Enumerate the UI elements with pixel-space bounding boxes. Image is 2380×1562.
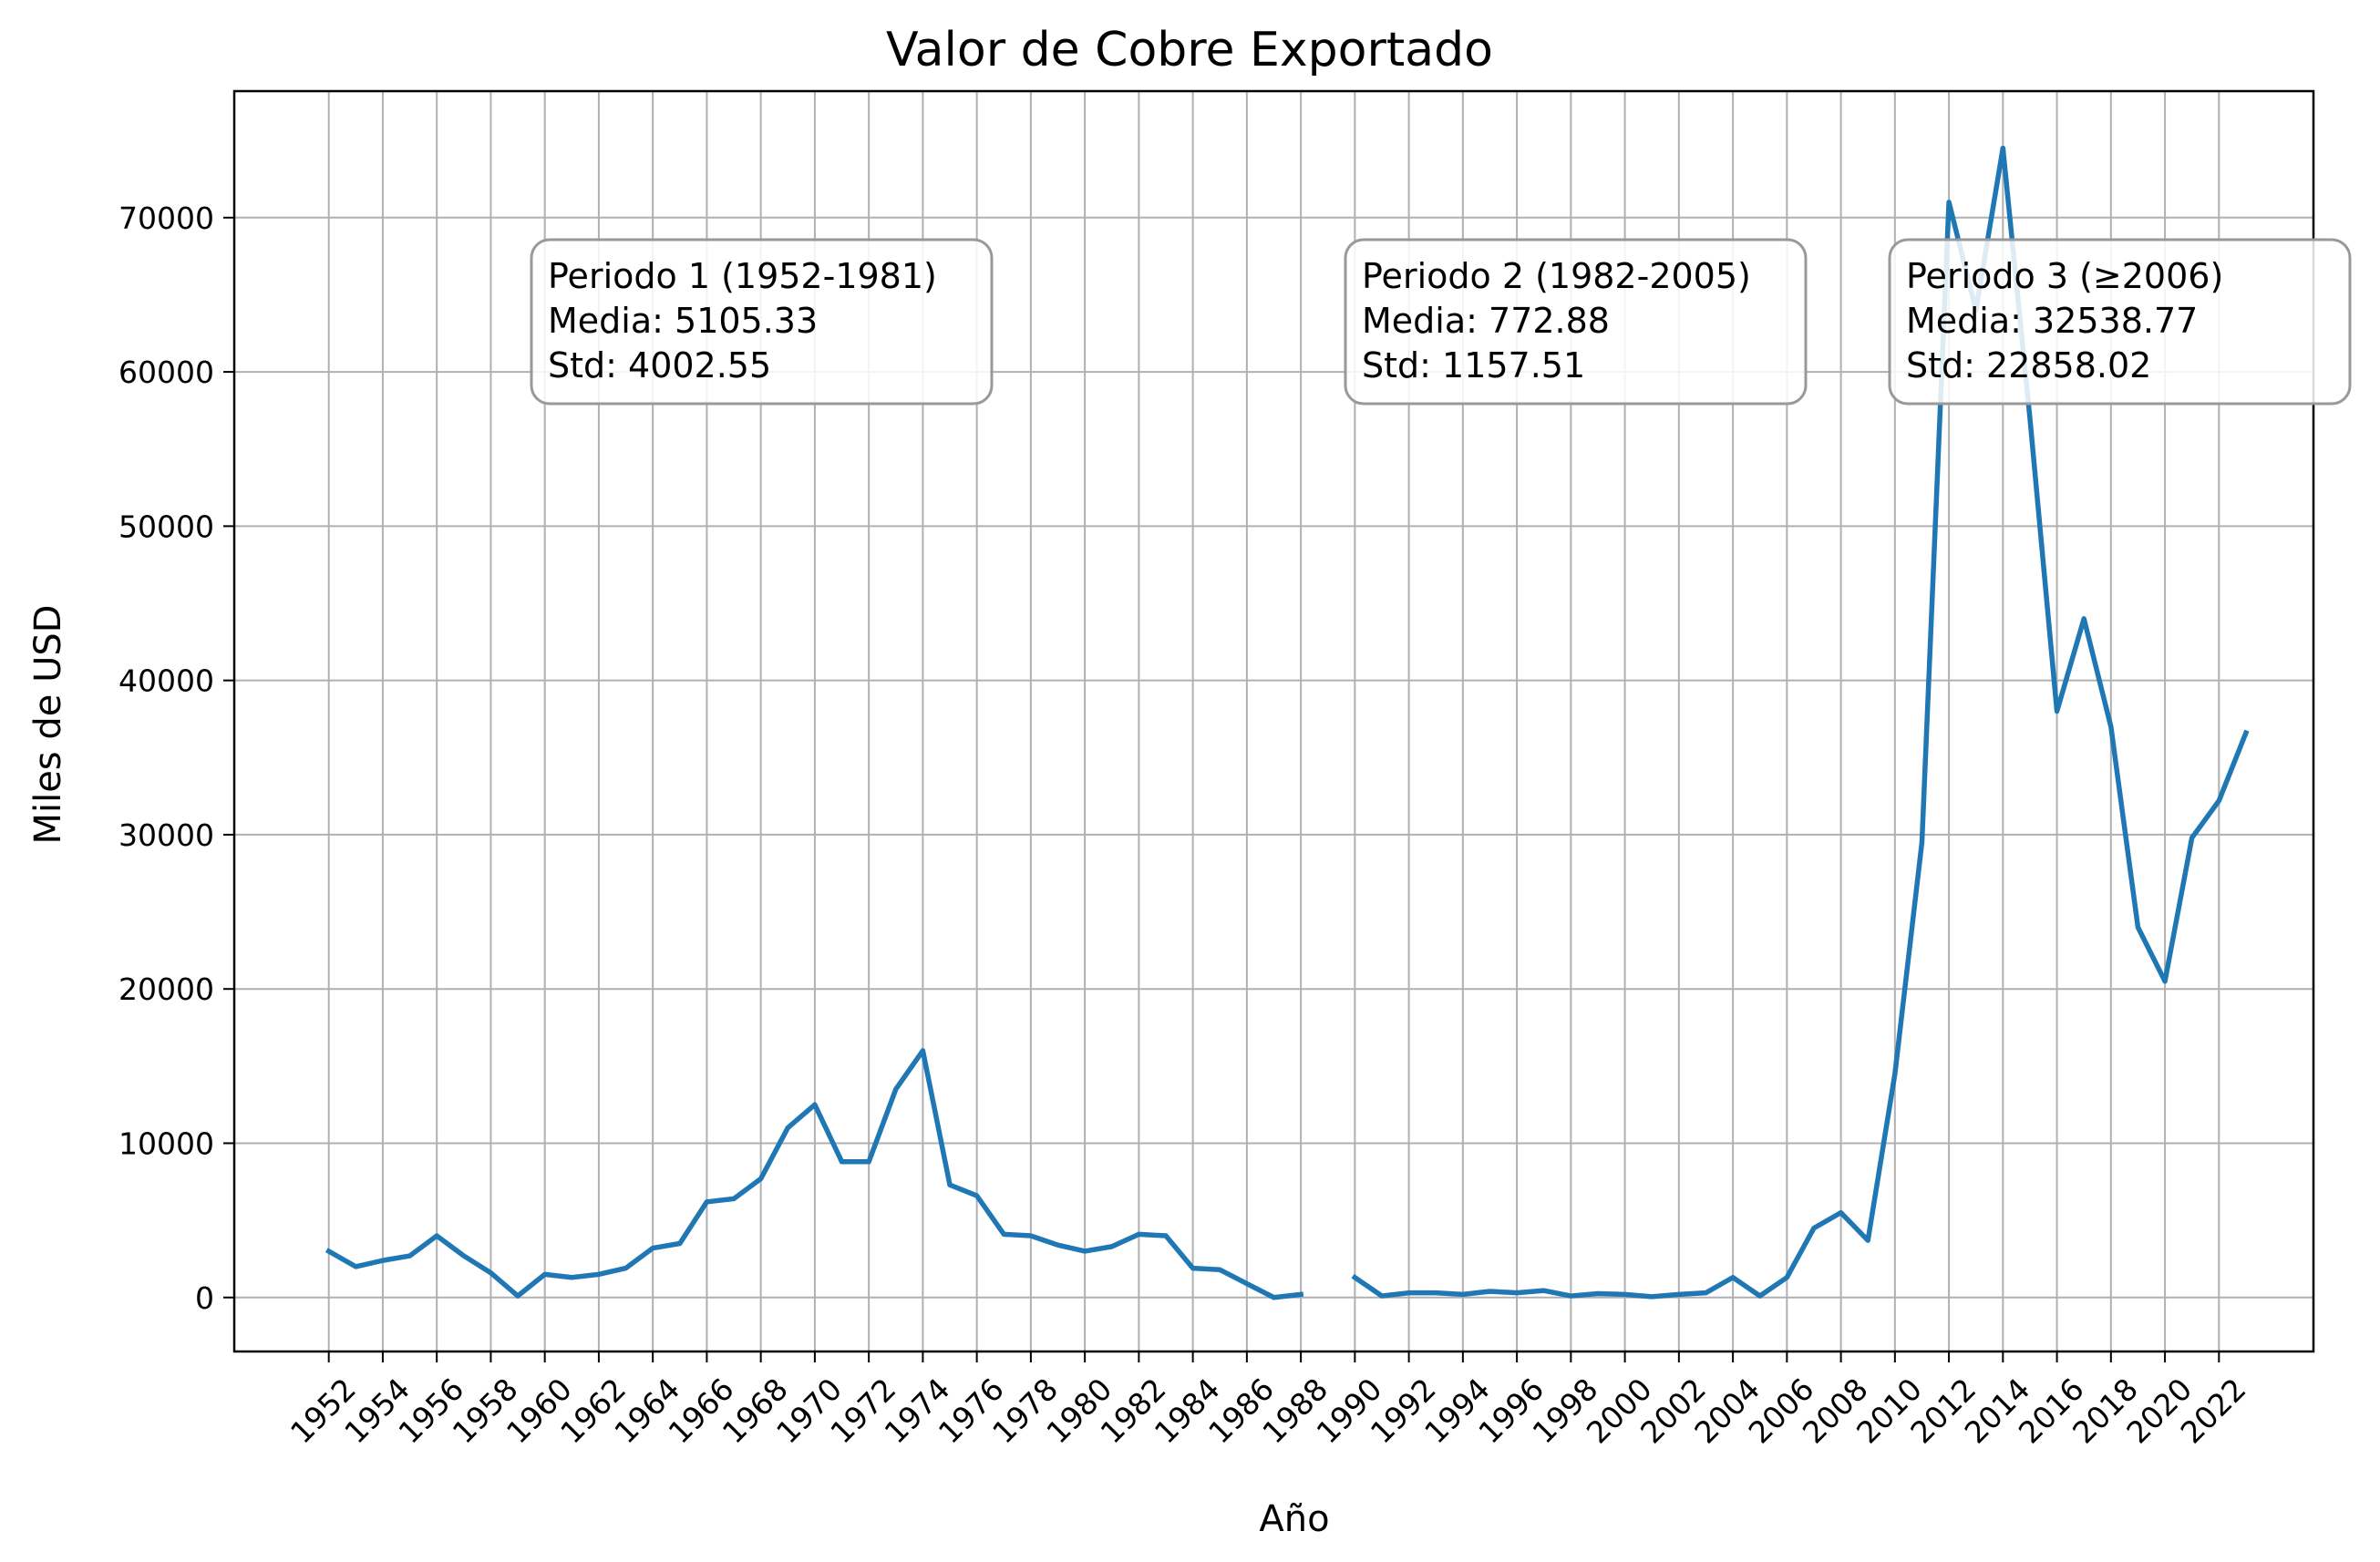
annotation-line: Media: 32538.77	[1906, 301, 2198, 341]
y-tick-label: 70000	[118, 200, 214, 236]
annotation-line: Std: 1157.51	[1362, 345, 1585, 385]
annotation-line: Periodo 2 (1982-2005)	[1362, 256, 1751, 296]
y-tick-label: 0	[195, 1280, 214, 1316]
y-tick-label: 20000	[118, 971, 214, 1007]
y-tick-label: 50000	[118, 509, 214, 544]
annotation-line: Media: 5105.33	[548, 301, 818, 341]
y-tick-label: 40000	[118, 663, 214, 699]
plot-frame	[232, 89, 2315, 1353]
annotation-line: Periodo 3 (≥2006)	[1906, 256, 2223, 296]
annotation-box	[1344, 238, 1808, 406]
y-tick-label: 10000	[118, 1125, 214, 1161]
y-axis-label: Miles de USD	[27, 604, 69, 844]
annotation-line: Std: 4002.55	[548, 345, 771, 385]
chart-title: Valor de Cobre Exportado	[886, 23, 1493, 77]
series-line	[325, 145, 2250, 1300]
series-path	[325, 145, 2250, 1300]
y-tick-label: 60000	[118, 355, 214, 390]
annotation-line: Media: 772.88	[1362, 301, 1610, 341]
annotation-box	[530, 238, 994, 406]
annotation-line: Std: 22858.02	[1906, 345, 2151, 385]
annotations: Periodo 1 (1952-1981)Media: 5105.33Std: …	[530, 238, 2352, 406]
x-axis-label: Año	[1259, 1498, 1329, 1540]
annotation-box	[1888, 238, 2352, 406]
y-tick-label: 30000	[118, 817, 214, 853]
stats-annotation: Periodo 1 (1952-1981) Media: 5105.33Std: …	[530, 238, 994, 406]
annotation-line: Periodo 1 (1952-1981)	[548, 256, 937, 296]
